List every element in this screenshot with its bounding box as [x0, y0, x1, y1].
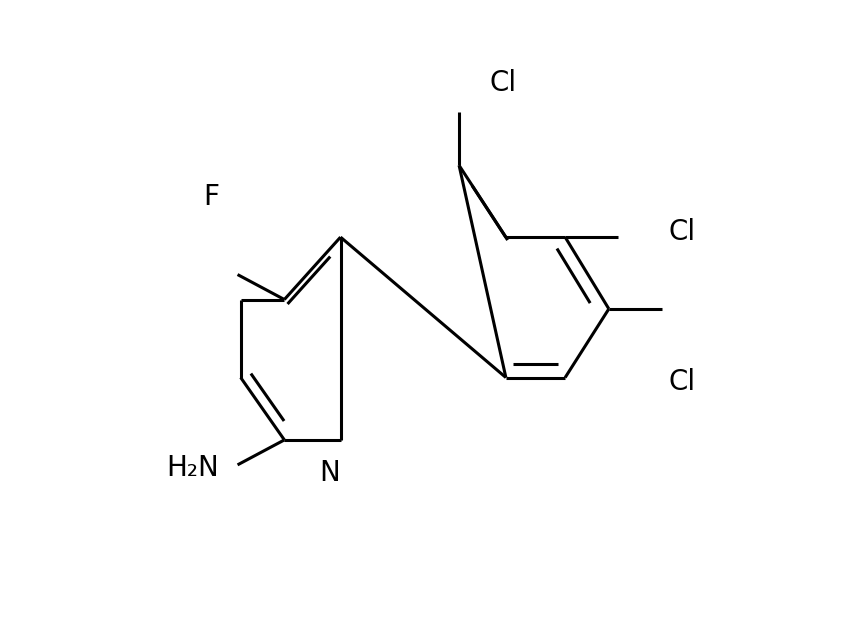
- Text: Cl: Cl: [667, 368, 695, 396]
- Text: Cl: Cl: [489, 69, 516, 97]
- Text: F: F: [202, 183, 219, 210]
- Text: H₂N: H₂N: [166, 454, 219, 482]
- Text: Cl: Cl: [667, 218, 695, 246]
- Text: N: N: [319, 459, 340, 487]
